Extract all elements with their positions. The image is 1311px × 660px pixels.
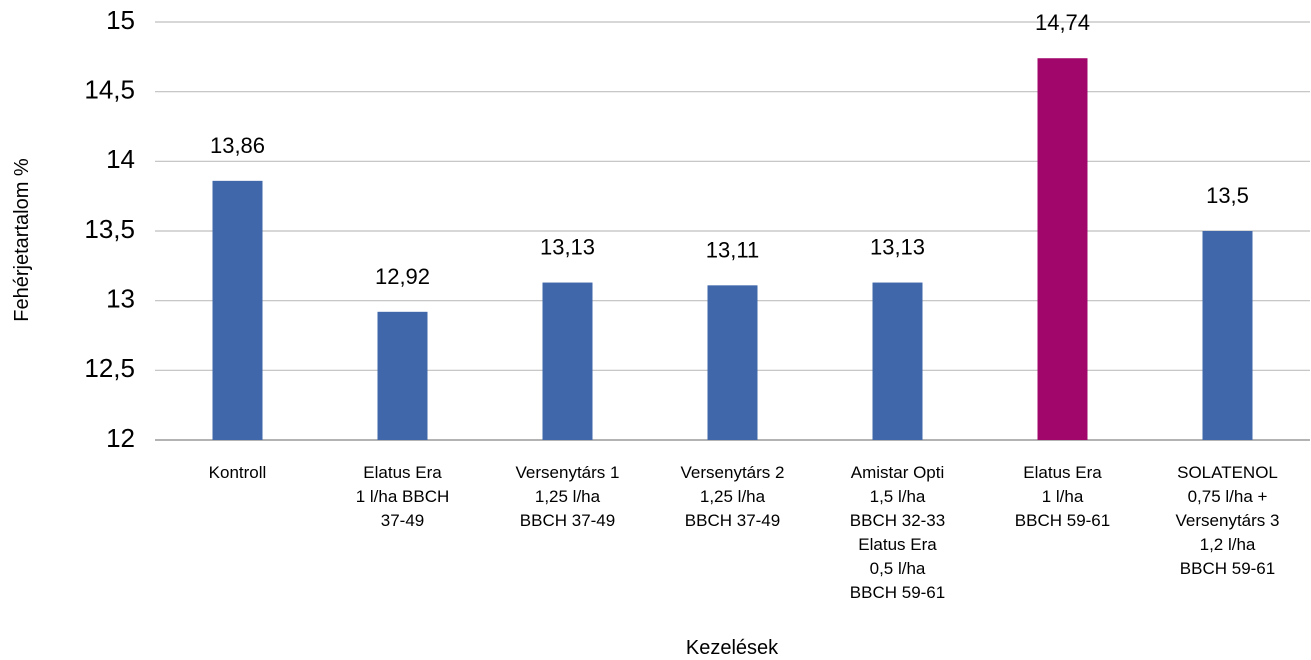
x-tick-label-line: BBCH 37-49 [685,511,780,530]
x-tick-label-line: Kontroll [209,463,267,482]
x-tick-label: SOLATENOL 0,75 l/ha + Versenytárs 3 1,2 l/h… [1176,463,1280,578]
x-tick-label-line: 37-49 [381,511,424,530]
x-axis-category-labels: Kontroll Elatus Era 1 l/ha BBCH 37-49 Versen… [209,463,1280,602]
x-tick-label-line: Versenytárs 3 [1176,511,1280,530]
bars [212,58,1253,441]
x-tick-label-line: BBCH 59-61 [1180,559,1275,578]
data-label: 13,13 [870,235,925,260]
y-tick-label: 13 [106,284,135,314]
x-tick-label-line: BBCH 37-49 [520,511,615,530]
x-tick-label-line: 1 l/ha [1042,487,1084,506]
data-labels: 13,86 12,92 13,13 13,11 13,13 14,74 13,5 [210,10,1249,289]
x-tick-label-line: 1,25 l/ha [700,487,766,506]
y-axis-tick-labels: 12 12,5 13 13,5 14 14,5 15 [84,5,135,453]
y-tick-label: 12,5 [84,353,135,383]
bar [542,282,593,440]
x-tick-label-line: BBCH 59-61 [850,583,945,602]
data-label: 12,92 [375,264,430,289]
bar [377,311,428,440]
y-tick-label: 15 [106,5,135,35]
x-tick-label: Kontroll [209,463,267,482]
data-label: 13,11 [706,237,759,262]
x-tick-label: Elatus Era 1 l/ha BBCH 59-61 [1015,463,1110,530]
x-tick-label-line: BBCH 32-33 [850,511,945,530]
x-tick-label: Amistar Opti 1,5 l/ha BBCH 32-33 Elatus Era… [850,463,945,602]
x-tick-label-line: 1,5 l/ha [870,487,926,506]
x-tick-label: Elatus Era 1 l/ha BBCH 37-49 [356,463,450,530]
y-tick-label: 14 [106,144,135,174]
y-tick-label: 12 [106,423,135,453]
y-tick-label: 14,5 [84,75,135,105]
bar [707,285,758,440]
x-tick-label-line: 1,2 l/ha [1200,535,1256,554]
x-tick-label-line: 1,25 l/ha [535,487,601,506]
x-tick-label-line: Versenytárs 2 [681,463,785,482]
x-tick-label-line: 0,75 l/ha + [1188,487,1268,506]
y-tick-label: 13,5 [84,214,135,244]
bar [212,180,263,440]
data-label: 13,86 [210,133,265,158]
bar [872,282,923,440]
x-tick-label-line: SOLATENOL [1177,463,1278,482]
x-tick-label-line: Versenytárs 1 [516,463,620,482]
x-tick-label-line: Elatus Era [363,463,442,482]
x-tick-label-line: 0,5 l/ha [870,559,926,578]
x-tick-label: Versenytárs 2 1,25 l/ha BBCH 37-49 [681,463,785,530]
bar [1202,231,1253,440]
x-tick-label-line: Elatus Era [858,535,937,554]
x-tick-label-line: Elatus Era [1023,463,1102,482]
data-label: 14,74 [1035,10,1090,35]
x-tick-label-line: Amistar Opti [851,463,945,482]
x-tick-label-line: 1 l/ha BBCH [356,487,450,506]
y-axis-title: Fehérjetartalom % [11,158,33,322]
x-axis-title: Kezelések [686,637,779,659]
x-tick-label: Versenytárs 1 1,25 l/ha BBCH 37-49 [516,463,620,530]
x-tick-label-line: BBCH 59-61 [1015,511,1110,530]
data-label: 13,5 [1206,183,1249,208]
data-label: 13,13 [540,235,595,260]
bar [1037,58,1088,441]
